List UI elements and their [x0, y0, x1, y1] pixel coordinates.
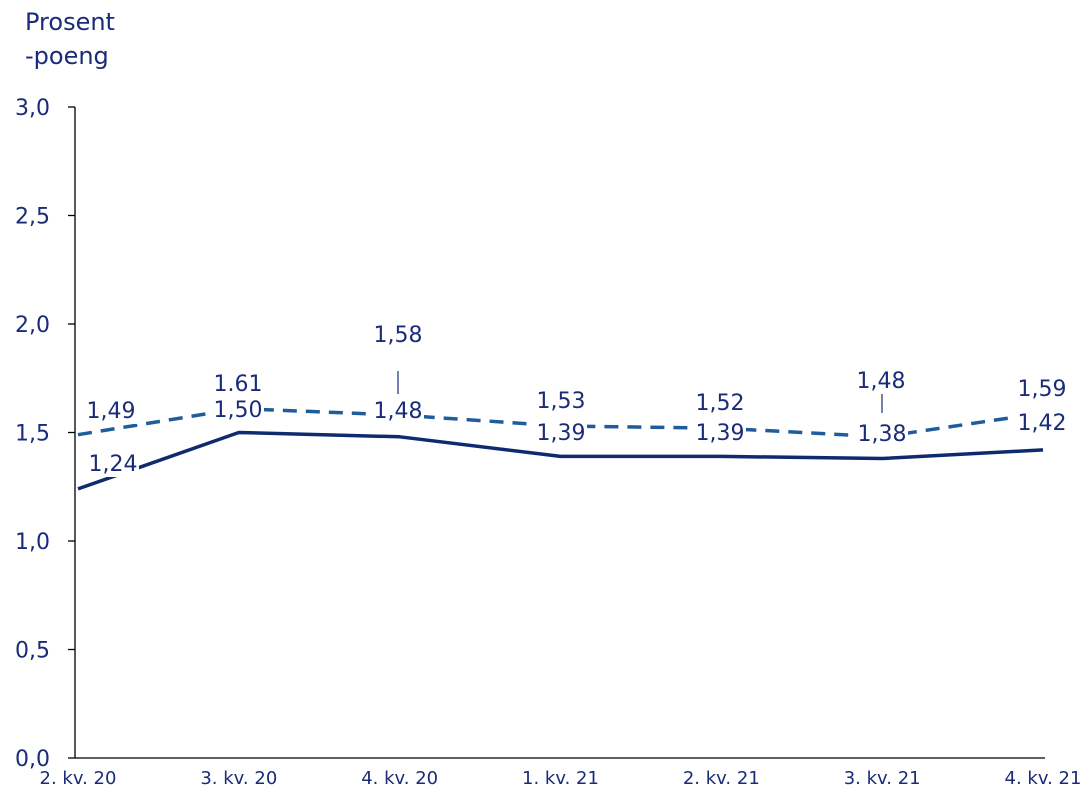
solid-data-label: 1,24	[89, 452, 138, 477]
x-tick-label: 3. kv. 21	[844, 768, 921, 789]
data-label-background	[535, 420, 587, 446]
y-tick-label: 1,5	[15, 422, 50, 447]
data-label-background	[1016, 410, 1068, 436]
solid-series-line	[77, 430, 1044, 491]
data-label-background	[372, 322, 424, 348]
y-tick-label: 3,0	[15, 96, 50, 121]
data-label-background	[372, 398, 424, 424]
data-label-background	[694, 420, 746, 446]
data-label-background	[694, 390, 746, 416]
x-tick-label: 4. kv. 20	[361, 768, 438, 789]
solid-data-label: 1,50	[214, 398, 263, 423]
solid-data-label: 1,38	[858, 422, 907, 447]
solid-data-label: 1,39	[696, 421, 745, 446]
solid-data-label: 1,39	[537, 421, 586, 446]
x-tick-label: 4. kv. 21	[1005, 768, 1082, 789]
chart-data-labels: 1,24 1,50 1,48 1,39 1,39 1,38 1,42 1,49 1.61 1,58…	[85, 322, 1068, 477]
y-axis-unit-line-1: Prosent	[25, 8, 115, 36]
y-tick-label: 2,0	[15, 313, 50, 338]
y-tick-label: 2,5	[15, 205, 50, 230]
data-label-background	[535, 388, 587, 414]
dashed-data-label: 1.61	[214, 372, 263, 397]
dashed-data-label: 1,52	[696, 391, 745, 416]
y-tick-label: 1,0	[15, 530, 50, 555]
solid-data-label: 1,42	[1018, 411, 1067, 436]
y-tick-label: 0,5	[15, 639, 50, 664]
dashed-data-label: 1,59	[1018, 377, 1067, 402]
data-label-background	[212, 371, 264, 397]
dashed-data-label: 1,53	[537, 389, 586, 414]
data-label-background	[212, 397, 264, 423]
dashed-data-label: 1,49	[87, 399, 136, 424]
x-tick-label: 2. kv. 20	[40, 768, 117, 789]
data-label-background	[87, 451, 139, 477]
data-label-background	[85, 398, 137, 424]
x-tick-label: 3. kv. 20	[200, 768, 277, 789]
x-tick-label: 1. kv. 21	[522, 768, 599, 789]
data-label-background	[855, 368, 907, 394]
chart-axes: 0,0 0,5 1,0 1,5 2,0 2,5 3,0 2. kv. 20 3. kv. 20 4…	[15, 96, 1081, 789]
data-label-background	[1016, 376, 1068, 402]
dashed-data-label: 1,48	[857, 369, 906, 394]
solid-data-label: 1,48	[374, 399, 423, 424]
y-axis-unit-line-2: -poeng	[25, 42, 109, 70]
dashed-data-label: 1,58	[374, 323, 423, 348]
x-tick-label: 2. kv. 21	[683, 768, 760, 789]
data-label-background	[856, 421, 908, 447]
y-tick-label: 0,0	[15, 747, 50, 772]
